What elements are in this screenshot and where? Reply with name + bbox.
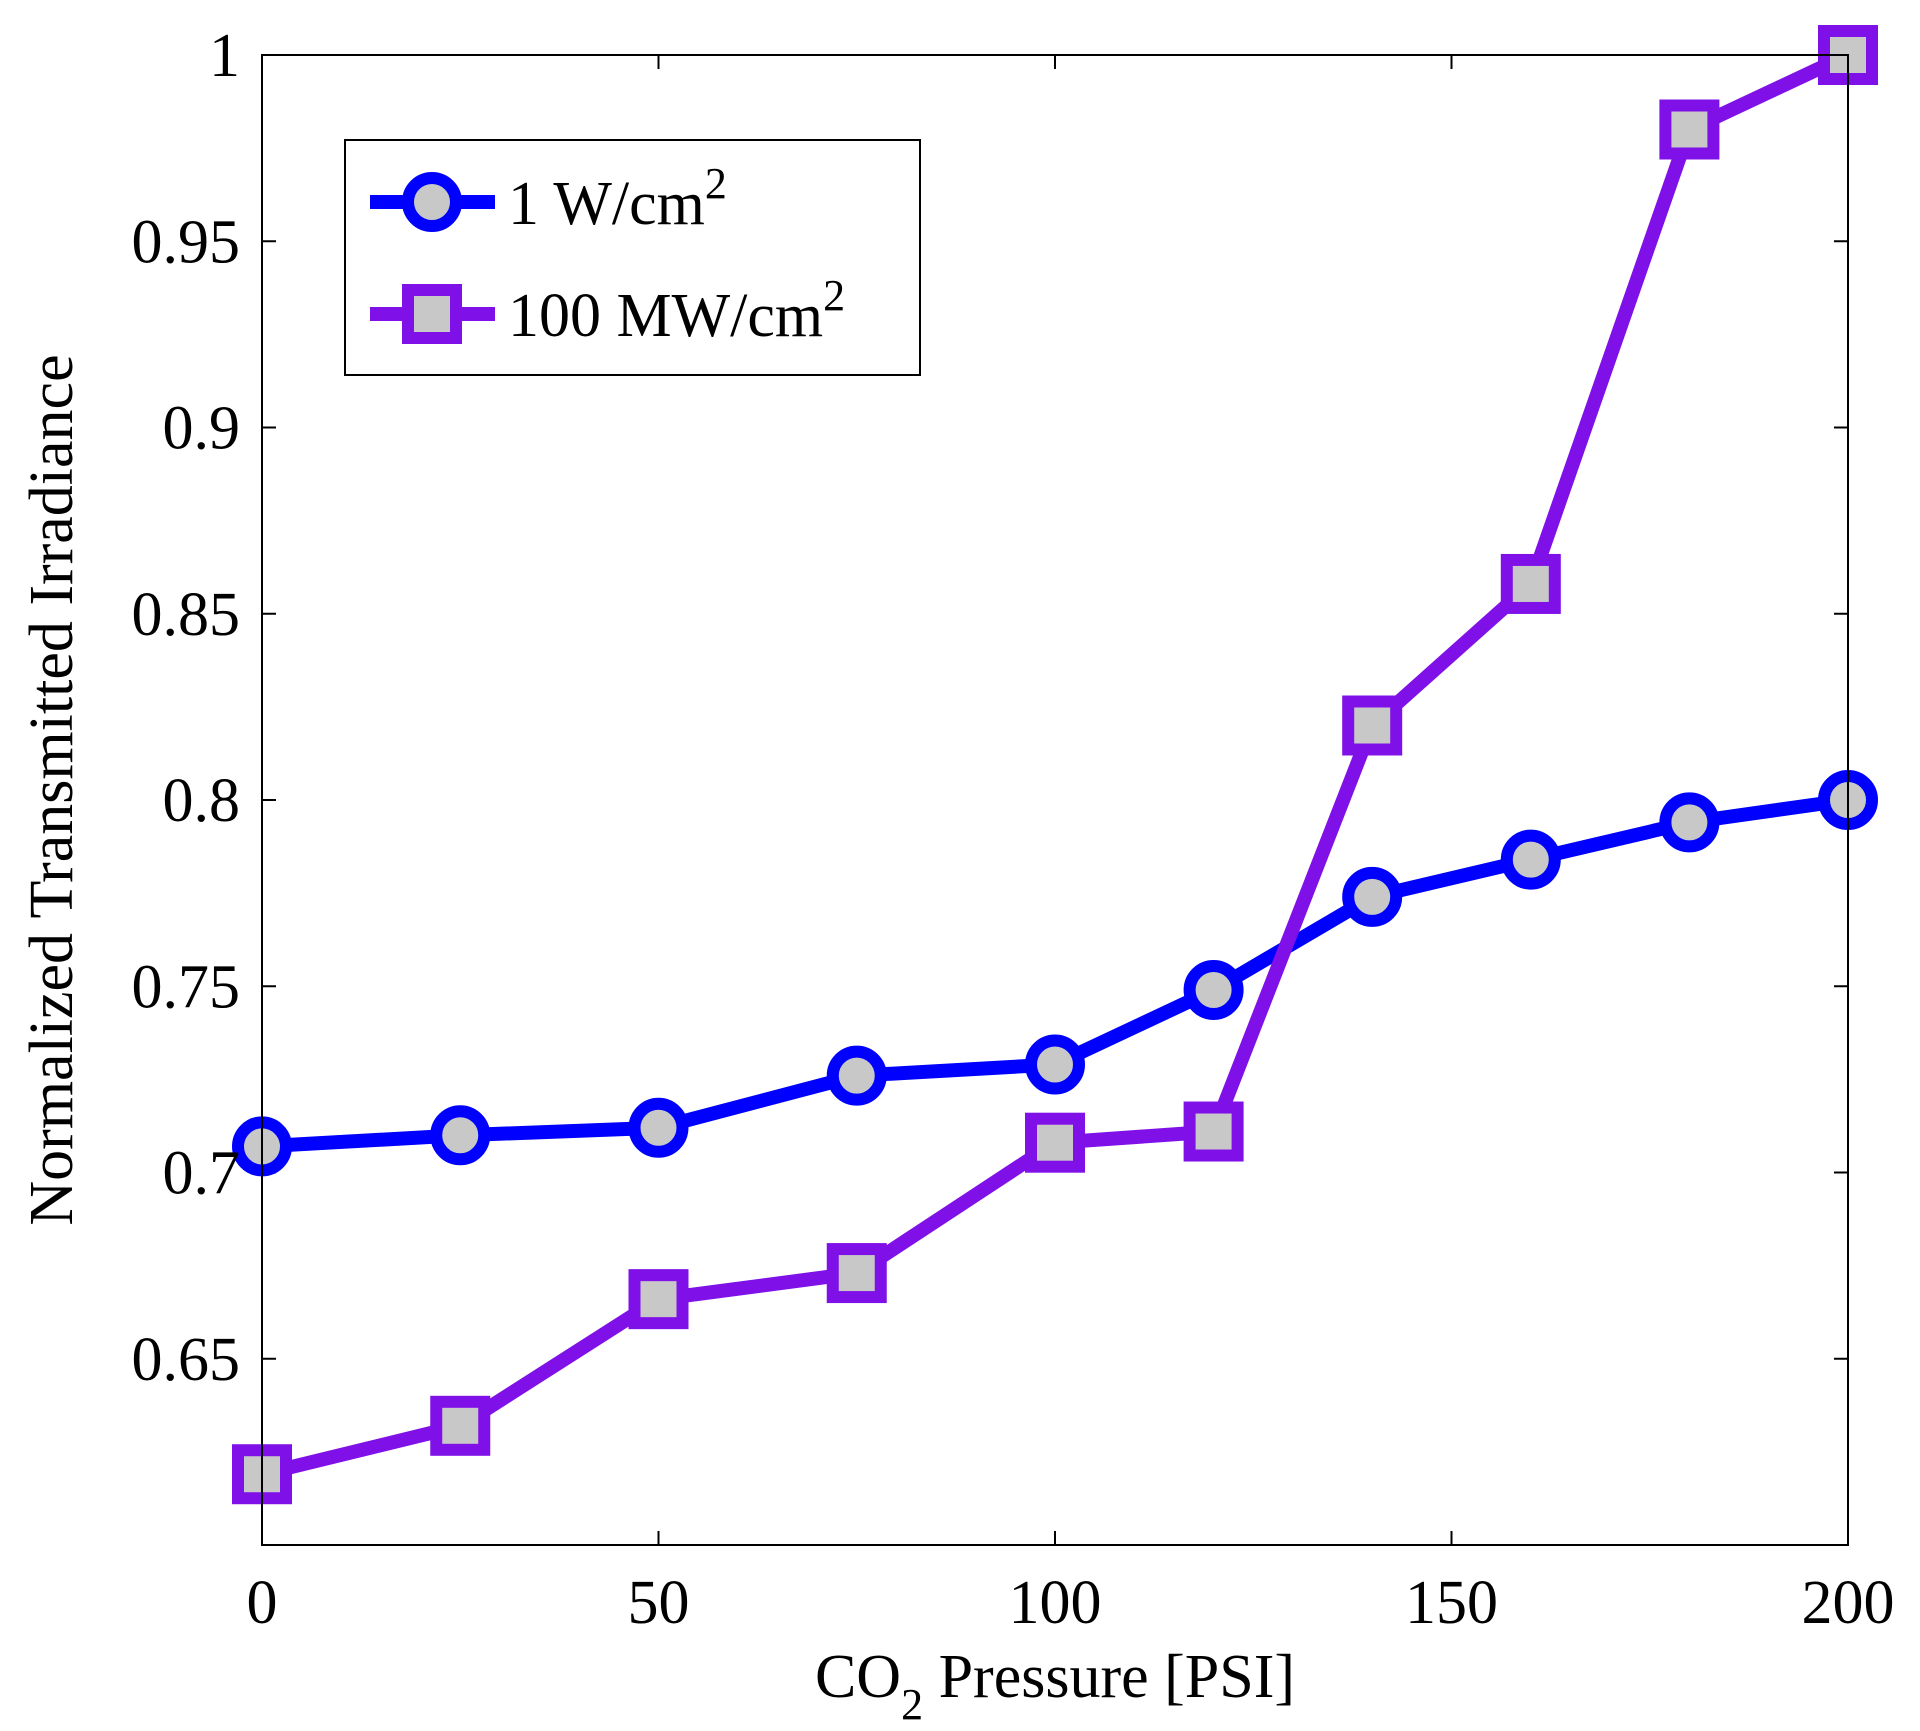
y-tick-label: 0.85 [132,581,241,649]
series-1-point [1183,959,1244,1020]
series-1-point [1342,866,1403,927]
x-tick-label: 150 [1405,1569,1498,1637]
y-axis-label: Normalized Transmitted Irradiance [18,354,86,1225]
legend-items: 1 W/cm2 100 MW/cm2 [370,159,845,350]
y-tick-label: 0.8 [163,767,241,835]
y-tick-label: 0.9 [163,395,241,463]
y-tick-label: 0.7 [163,1140,241,1208]
series-2-point [430,1395,491,1456]
legend-label-2: 100 MW/cm2 [508,271,845,350]
tick-labels: 0 50 100 150 200 0.65 0.7 0.75 0.8 0.85 0.9 0.95 1 [132,22,1895,1637]
legend-marker-1 [402,172,462,232]
series-2-point [1025,1112,1085,1173]
series-2-point [826,1243,887,1304]
y-tick-label: 0.65 [132,1326,241,1394]
series-2-point [1183,1101,1244,1162]
series-1-point [628,1097,689,1158]
series-1-point [1025,1034,1085,1095]
x-tick-label: 0 [247,1569,278,1637]
legend-marker-2 [402,284,462,344]
series-1-point [826,1045,887,1106]
series-2-point [1342,695,1403,756]
y-tick-label: 0.75 [132,953,241,1021]
series-2-point [628,1269,689,1330]
x-tick-label: 50 [628,1569,690,1637]
x-axis-label-prefix: CO [815,1643,901,1711]
legend: 1 W/cm2 100 MW/cm2 [344,139,921,376]
series-line-1 [261,793,1849,1154]
y-tick-label: 1 [209,22,240,90]
plot-frame [261,54,1849,1546]
series-1-point [1500,829,1561,890]
x-axis-label-suffix: Pressure [PSI] [923,1643,1295,1711]
series-1-point [1659,792,1720,853]
y-tick-label: 0.95 [132,208,241,276]
x-tick-label: 200 [1802,1569,1895,1637]
legend-label-1: 1 W/cm2 [508,159,727,238]
x-axis-label-subscript: 2 [901,1680,923,1729]
x-tick-label: 100 [1009,1569,1102,1637]
series-line-2 [260,48,1851,1482]
series-lines [260,48,1851,1482]
x-axis-label: CO2 Pressure [PSI] [815,1643,1295,1729]
series-2-point [1659,99,1720,160]
series-1-point [430,1105,491,1166]
series-2-point [1500,553,1561,614]
